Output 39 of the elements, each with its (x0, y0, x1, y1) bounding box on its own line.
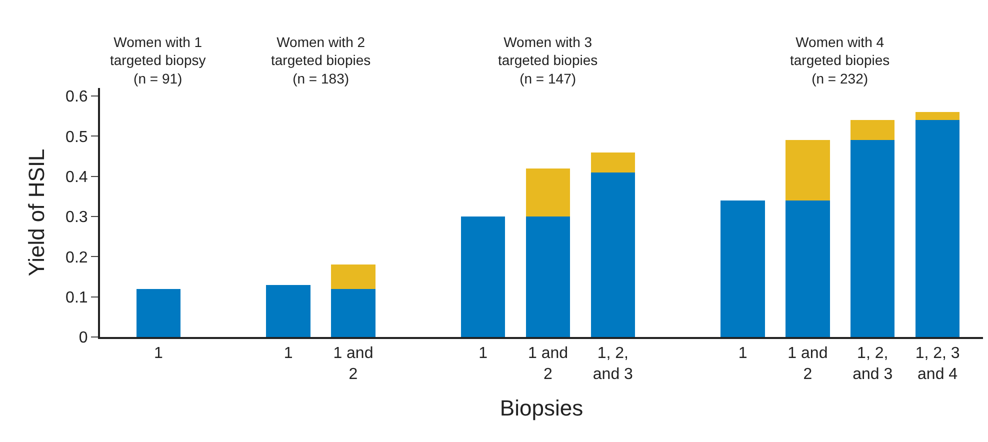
bar (786, 140, 830, 200)
bar (720, 200, 765, 337)
bar (915, 120, 960, 337)
bar (331, 264, 376, 289)
y-axis-title: Yield of HSIL (24, 148, 49, 276)
text: Women with 2 targeted biopies (n = 183) (271, 34, 371, 86)
text: Women with 1 targeted biopsy (n = 91) (110, 34, 206, 86)
y-tick-label: 0 (78, 330, 88, 347)
y-tick-label: 0.6 (66, 88, 88, 106)
bar (850, 140, 895, 337)
bar (590, 172, 635, 337)
bar (526, 216, 570, 337)
x-tick-label: 1, 2, 3 and 4 (915, 345, 960, 383)
bar (915, 112, 960, 120)
bar (460, 216, 506, 337)
y-tick-label: 0.3 (66, 209, 88, 226)
bar (590, 152, 635, 172)
bar (331, 288, 376, 337)
x-tick-label: 1 (154, 345, 163, 362)
bar (786, 200, 830, 337)
text: Women with 3 targeted biopies (n = 147) (498, 34, 598, 86)
x-tick-label: 1 (284, 345, 293, 362)
x-tick-label: 1 and 2 (333, 345, 374, 383)
x-tick-label: 1 and 2 (528, 345, 568, 383)
y-tick-label: 0.4 (66, 168, 88, 186)
x-tick-label: 1, 2, and 3 (852, 345, 893, 383)
x-tick-label: 1 (478, 345, 488, 362)
y-tick-label: 0.1 (66, 289, 88, 306)
bar (266, 284, 310, 337)
x-tick-label: 1 and 2 (788, 345, 828, 383)
text: Women with 4 targeted biopies (n = 232) (790, 34, 890, 86)
bar (136, 288, 181, 337)
bar (526, 168, 570, 217)
x-tick-label: 1, 2, and 3 (592, 345, 634, 383)
x-axis-title: Biopsies (500, 395, 584, 420)
y-tick-label: 0.5 (66, 128, 88, 146)
bar (850, 120, 895, 140)
x-tick-label: 1 (738, 345, 748, 362)
y-tick-label: 0.2 (66, 249, 88, 266)
